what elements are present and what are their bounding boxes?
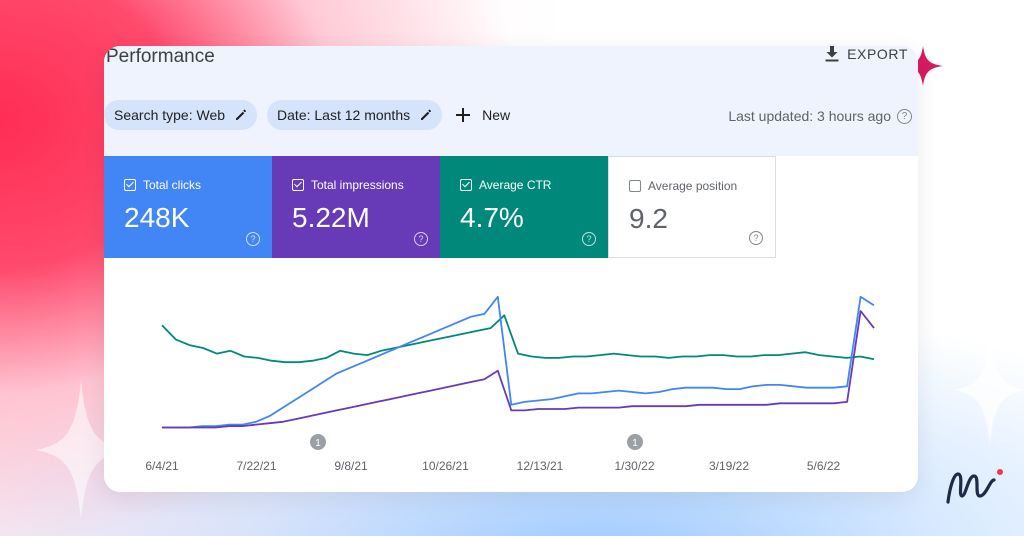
x-tick-label: 9/8/21: [334, 459, 368, 473]
performance-chart: 6/4/21 7/22/21 9/8/21 10/26/21 12/13/21 1/30/…: [145, 295, 875, 473]
metric-value: 4.7%: [460, 202, 524, 233]
metric-average-position[interactable]: Average position 9.2 ?: [608, 156, 776, 258]
metric-label: Total impressions: [311, 178, 404, 192]
metric-label: Total clicks: [143, 178, 202, 192]
sparkle-icon-left: [36, 380, 126, 520]
metric-label: Average CTR: [479, 178, 552, 192]
metric-label: Average position: [648, 179, 738, 193]
page-title: Performance: [106, 46, 215, 67]
filter-bar: Search type: Web Date: Last 12 months Ne…: [104, 100, 510, 130]
brand-mark-icon: [946, 469, 1003, 504]
plus-icon: [456, 108, 471, 122]
performance-card: Performance EXPORT Search type: Web Date…: [104, 46, 918, 492]
date-range-chip[interactable]: Date: Last 12 months: [267, 100, 443, 130]
pencil-icon: [236, 109, 247, 120]
help-icon[interactable]: ?: [749, 231, 763, 245]
sparkle-icon-right: [955, 335, 1024, 445]
date-range-label: Date: Last 12 months: [277, 107, 411, 123]
download-icon: [825, 46, 839, 62]
checkbox-icon[interactable]: [124, 179, 136, 191]
metric-cards: Total clicks 248K ? Total impressions 5.…: [104, 156, 776, 258]
metric-value: 248K: [124, 202, 190, 233]
last-updated: Last updated: 3 hours ago ?: [728, 108, 912, 124]
help-icon[interactable]: ?: [897, 108, 912, 124]
annotation-label: 1: [315, 438, 321, 449]
metric-total-impressions[interactable]: Total impressions 5.22M ?: [272, 156, 440, 258]
checkbox-icon[interactable]: [460, 179, 472, 191]
search-type-chip[interactable]: Search type: Web: [104, 100, 258, 130]
annotation-marker[interactable]: 1: [310, 434, 326, 450]
annotation-label: 1: [632, 438, 638, 449]
x-tick-label: 12/13/21: [517, 459, 564, 473]
checkbox-icon[interactable]: [629, 180, 641, 192]
x-tick-label: 3/19/22: [709, 459, 749, 473]
checkbox-icon[interactable]: [292, 179, 304, 191]
pencil-icon: [421, 109, 432, 120]
x-tick-label: 6/4/21: [145, 459, 179, 473]
export-button[interactable]: EXPORT: [825, 46, 908, 62]
x-tick-label: 1/30/22: [614, 459, 654, 473]
x-tick-label: 7/22/21: [236, 459, 276, 473]
x-tick-label: 5/6/22: [807, 459, 841, 473]
annotation-marker[interactable]: 1: [627, 434, 643, 450]
sparkle-icon-top-right: [903, 46, 943, 86]
metric-average-ctr[interactable]: Average CTR 4.7% ?: [440, 156, 608, 258]
last-updated-text: Last updated: 3 hours ago: [728, 108, 891, 124]
help-icon[interactable]: ?: [246, 232, 260, 246]
export-label: EXPORT: [847, 46, 908, 62]
help-icon[interactable]: ?: [582, 232, 596, 246]
metric-total-clicks[interactable]: Total clicks 248K ?: [104, 156, 272, 258]
x-tick-label: 10/26/21: [422, 459, 469, 473]
new-filter-button[interactable]: New: [456, 107, 510, 123]
metric-value: 5.22M: [292, 202, 370, 233]
help-icon[interactable]: ?: [414, 232, 428, 246]
metric-value: 9.2: [629, 203, 668, 234]
series-line-0[interactable]: [161, 314, 875, 364]
search-type-label: Search type: Web: [114, 107, 226, 123]
new-filter-label: New: [482, 107, 511, 123]
series-line-2[interactable]: [162, 310, 875, 429]
series-line-1[interactable]: [162, 295, 875, 429]
